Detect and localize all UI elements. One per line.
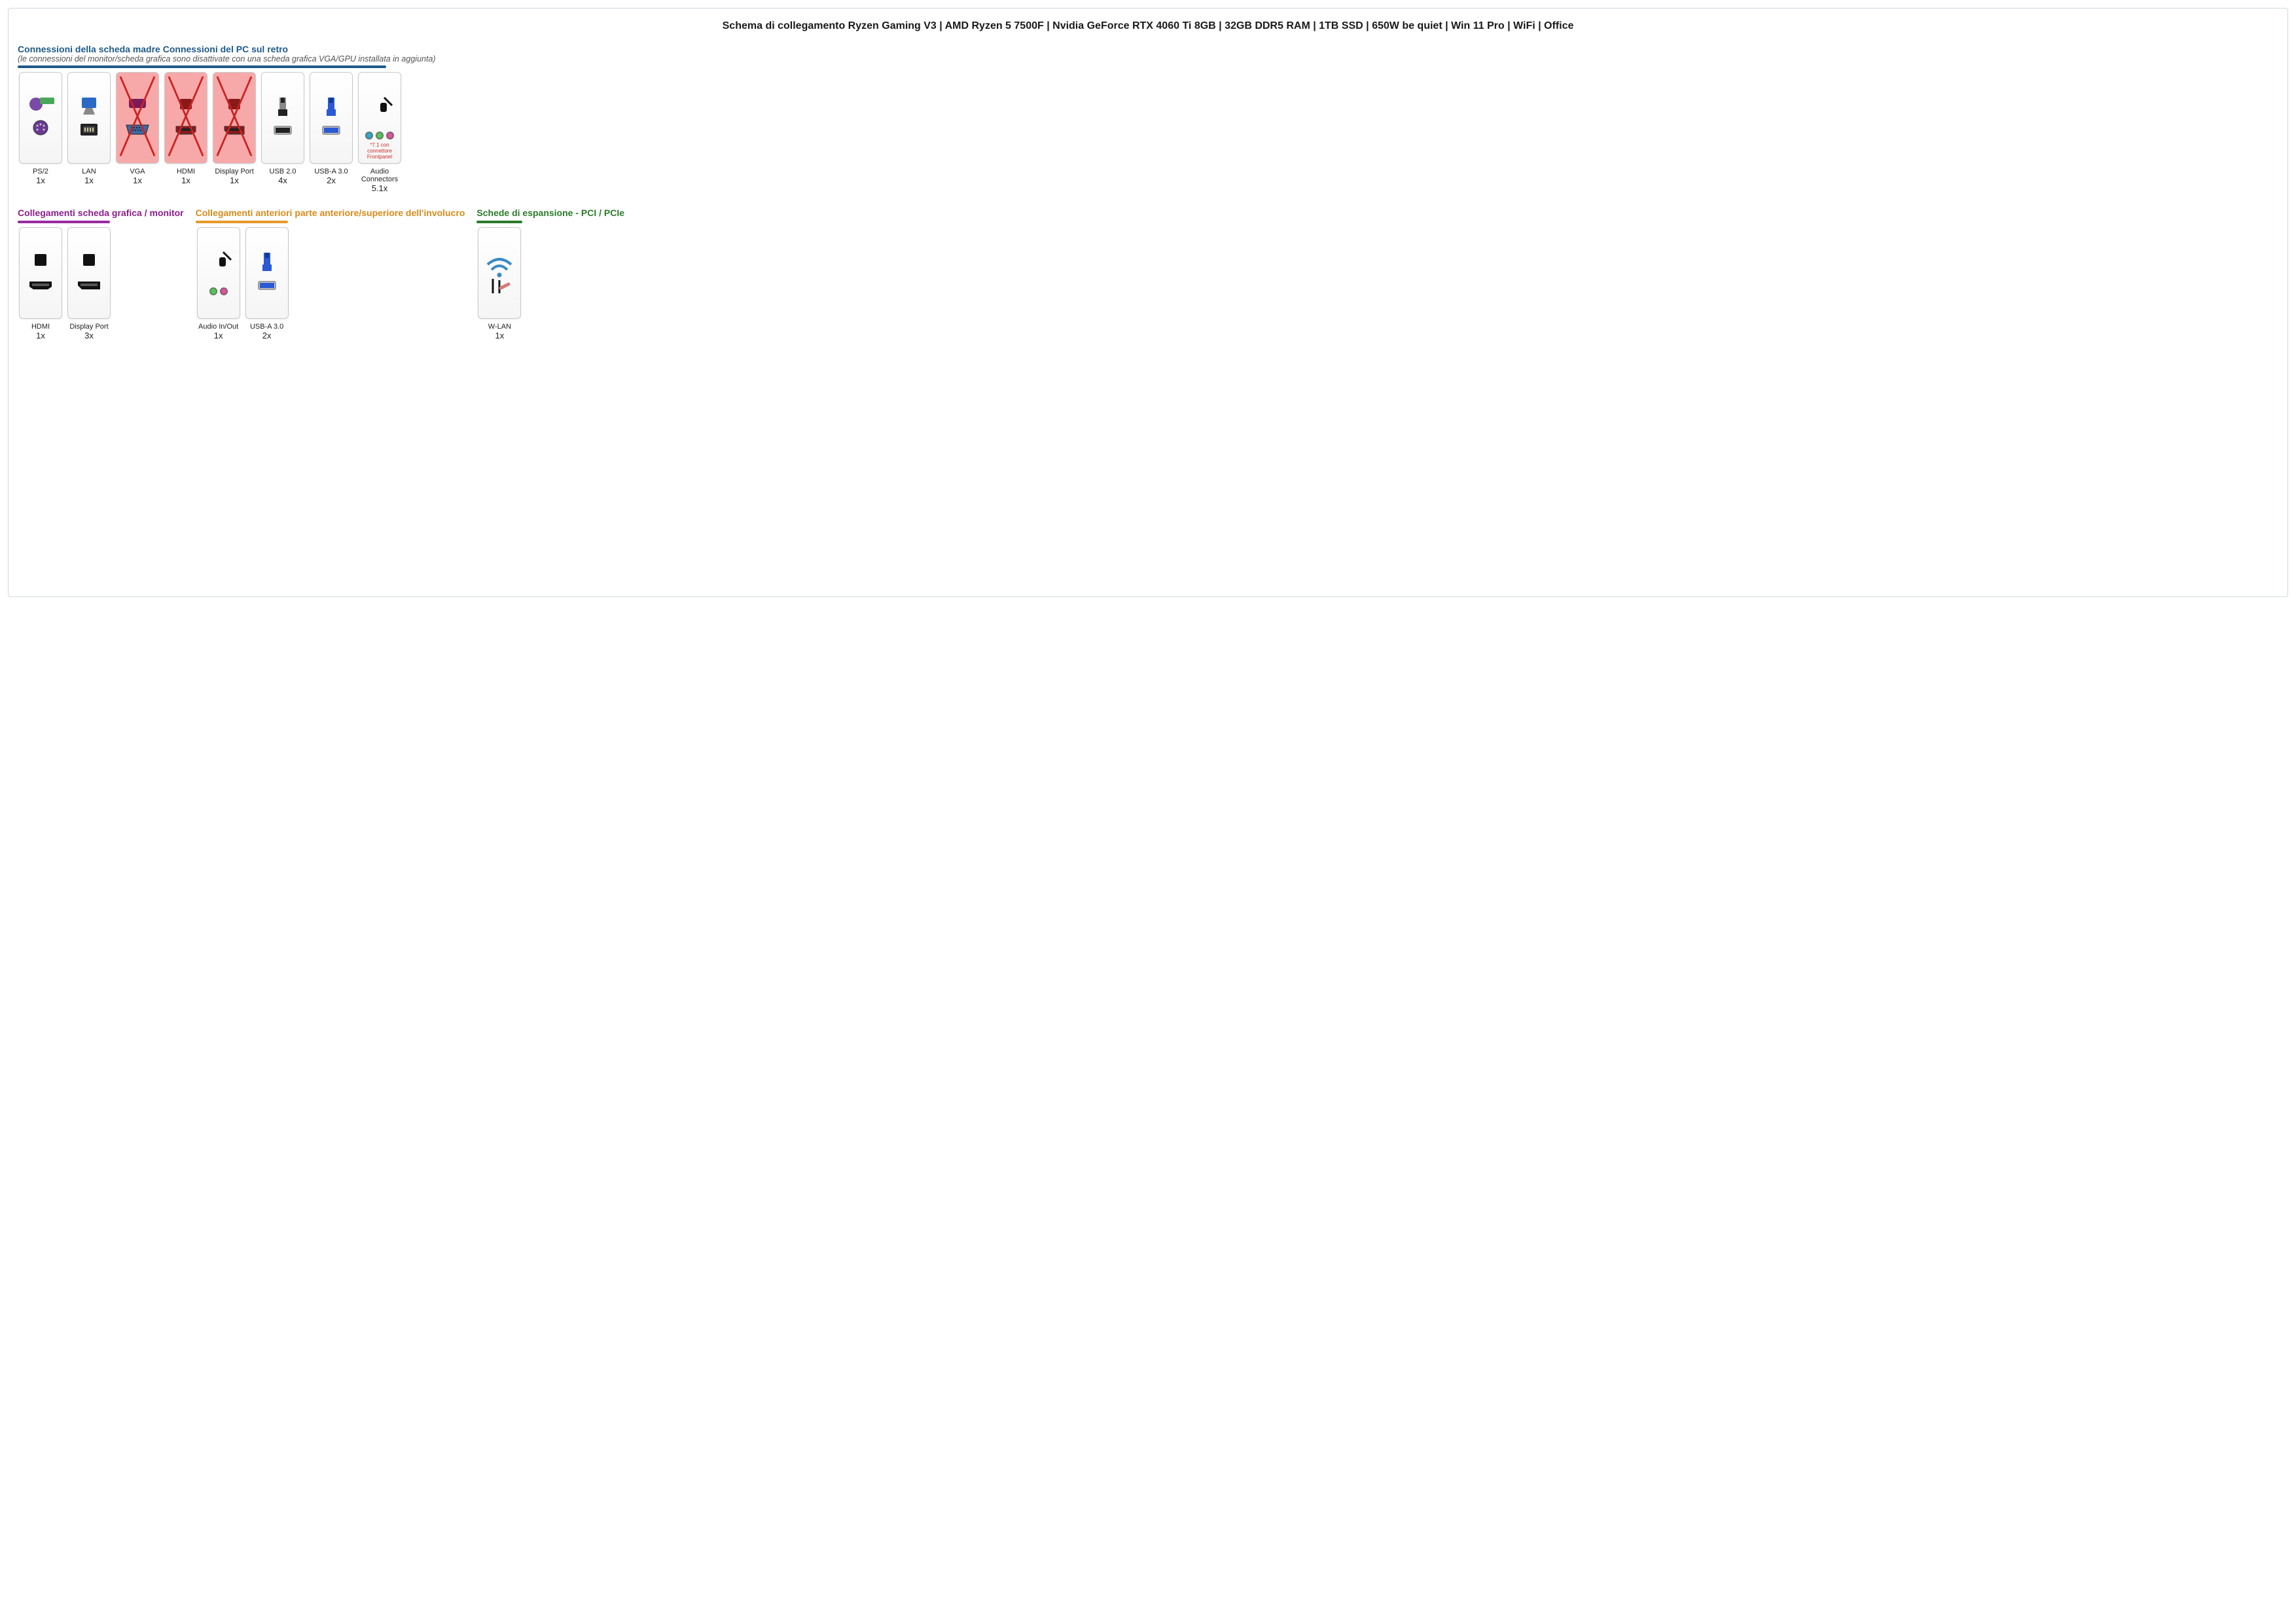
lan-icon bbox=[73, 95, 105, 141]
port-label-usb2: USB 2.0 bbox=[270, 168, 296, 175]
usb3-icon bbox=[315, 95, 348, 141]
port-label-ps2: PS/2 bbox=[33, 168, 48, 175]
section-pci-bar bbox=[476, 221, 522, 223]
port-card-usb2 bbox=[261, 72, 304, 164]
section-gpu: Collegamenti scheda grafica / monitor HD… bbox=[18, 205, 184, 340]
port-count-usb2: 4x bbox=[278, 175, 287, 185]
port-card-front-usb3 bbox=[245, 227, 289, 319]
port-count-front-usb3: 2x bbox=[262, 331, 272, 340]
port-count-wlan: 1x bbox=[495, 331, 505, 340]
section-motherboard: Connessioni della scheda madre Connessio… bbox=[18, 41, 2278, 193]
section-gpu-title: Collegamenti scheda grafica / monitor bbox=[18, 208, 184, 218]
port-count-front-audio: 1x bbox=[214, 331, 223, 340]
port-count-lan: 1x bbox=[84, 175, 94, 185]
section-mobo-subtitle: (le connessioni del monitor/scheda grafi… bbox=[18, 54, 2278, 64]
port-ps2: PS/21x bbox=[18, 72, 63, 193]
gpu-cards-row: HDMI1x Display Port3x bbox=[18, 227, 184, 340]
wlan-icon bbox=[481, 250, 518, 296]
port-hdmi: HDMI1x bbox=[163, 72, 209, 193]
dp-black-icon bbox=[73, 250, 105, 296]
pci-cards-row: W-LAN1x bbox=[476, 227, 624, 340]
port-lan: LAN1x bbox=[66, 72, 112, 193]
lower-sections-row: Collegamenti scheda grafica / monitor HD… bbox=[18, 205, 2278, 340]
section-mobo-title: Connessioni della scheda madre Connessio… bbox=[18, 44, 2278, 54]
usb2-icon bbox=[266, 95, 299, 141]
port-label-front-usb3: USB-A 3.0 bbox=[250, 323, 283, 331]
port-card-gpu-dp bbox=[67, 227, 111, 319]
section-gpu-bar bbox=[18, 221, 110, 223]
port-count-dp: 1x bbox=[230, 175, 239, 185]
section-front-bar bbox=[196, 221, 288, 223]
port-card-gpu-hdmi bbox=[19, 227, 62, 319]
port-count-audio: 5.1x bbox=[372, 183, 388, 193]
section-mobo-bar bbox=[18, 65, 386, 68]
usb3-icon bbox=[251, 250, 283, 296]
port-label-vga: VGA bbox=[130, 168, 145, 175]
section-front: Collegamenti anteriori parte anteriore/s… bbox=[196, 205, 465, 340]
port-card-front-audio bbox=[197, 227, 240, 319]
port-front-usb3: USB-A 3.02x bbox=[244, 227, 290, 340]
port-audio: *7.1 con connettore Frontpanel Audio Conn… bbox=[357, 72, 403, 193]
mobo-cards-row: PS/21x LAN1x VGA1x HDMI1x bbox=[18, 72, 2278, 193]
port-count-hdmi: 1x bbox=[181, 175, 190, 185]
port-front-audio: Audio In/Out1x bbox=[196, 227, 242, 340]
port-card-lan bbox=[67, 72, 111, 164]
audio2-icon bbox=[202, 251, 235, 295]
port-wlan: W-LAN1x bbox=[476, 227, 522, 340]
port-usb3: USB-A 3.02x bbox=[308, 72, 354, 193]
port-count-ps2: 1x bbox=[36, 175, 45, 185]
port-label-wlan: W-LAN bbox=[488, 323, 511, 331]
port-count-usb3: 2x bbox=[327, 175, 336, 185]
port-gpu-hdmi: HDMI1x bbox=[18, 227, 63, 340]
port-label-hdmi: HDMI bbox=[177, 168, 195, 175]
section-front-title: Collegamenti anteriori parte anteriore/s… bbox=[196, 208, 465, 218]
port-count-gpu-hdmi: 1x bbox=[36, 331, 45, 340]
port-card-audio: *7.1 con connettore Frontpanel bbox=[358, 72, 401, 164]
port-card-usb3 bbox=[310, 72, 353, 164]
hdmi-black-icon bbox=[24, 250, 57, 296]
port-dp: Display Port1x bbox=[211, 72, 257, 193]
port-label-lan: LAN bbox=[82, 168, 96, 175]
port-card-hdmi bbox=[164, 72, 207, 164]
port-label-gpu-dp: Display Port bbox=[69, 323, 108, 331]
port-label-gpu-hdmi: HDMI bbox=[31, 323, 50, 331]
port-label-audio: Audio Connectors bbox=[357, 168, 403, 183]
port-vga: VGA1x bbox=[115, 72, 160, 193]
port-card-vga bbox=[116, 72, 159, 164]
port-usb2: USB 2.04x bbox=[260, 72, 306, 193]
section-pci-title: Schede di espansione - PCI / PCIe bbox=[476, 208, 624, 218]
port-count-gpu-dp: 3x bbox=[84, 331, 94, 340]
port-gpu-dp: Display Port3x bbox=[66, 227, 112, 340]
section-pci: Schede di espansione - PCI / PCIe W-LAN1… bbox=[476, 205, 624, 340]
front-cards-row: Audio In/Out1x USB-A 3.02x bbox=[196, 227, 465, 340]
page-container: Schema di collegamento Ryzen Gaming V3 |… bbox=[8, 8, 2288, 597]
ps2-icon bbox=[24, 95, 57, 141]
main-title: Schema di collegamento Ryzen Gaming V3 |… bbox=[18, 15, 2278, 41]
port-note-audio: *7.1 con connettore Frontpanel bbox=[360, 143, 399, 160]
port-card-dp bbox=[213, 72, 256, 164]
port-label-dp: Display Port bbox=[215, 168, 253, 175]
port-label-usb3: USB-A 3.0 bbox=[314, 168, 348, 175]
port-card-ps2 bbox=[19, 72, 62, 164]
port-card-wlan bbox=[478, 227, 521, 319]
port-label-front-audio: Audio In/Out bbox=[198, 323, 238, 331]
port-count-vga: 1x bbox=[133, 175, 142, 185]
audio3-icon bbox=[363, 96, 396, 139]
